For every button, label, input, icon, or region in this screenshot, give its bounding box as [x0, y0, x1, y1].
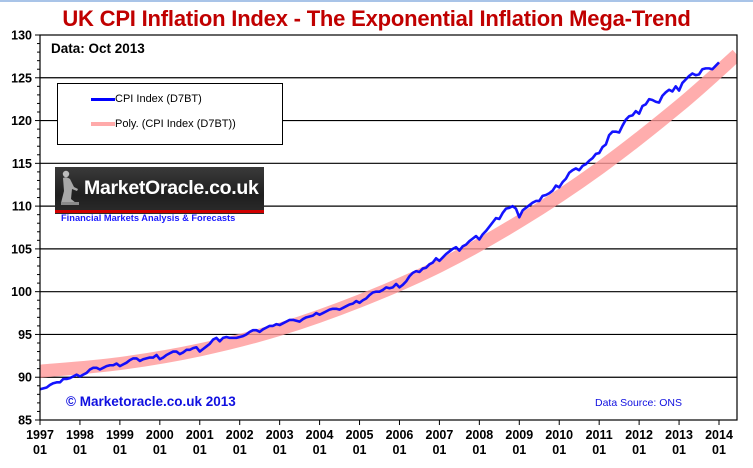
x-tick-label-year: 2000	[146, 428, 174, 442]
top-border	[0, 0, 753, 2]
legend-item-poly: Poly. (CPI Index (D7BT))	[58, 117, 236, 131]
y-tick-label: 110	[12, 200, 32, 214]
x-tick-label-year: 2003	[266, 428, 294, 442]
chart-title: UK CPI Inflation Index - The Exponential…	[62, 6, 691, 31]
copyright-notice: © Marketoracle.co.uk 2013	[66, 394, 236, 409]
x-tick-label-month: 01	[73, 443, 87, 457]
y-tick-label: 85	[18, 414, 32, 428]
y-tick-label: 115	[12, 157, 32, 171]
x-tick-label-month: 01	[393, 443, 407, 457]
x-tick-label-year: 2005	[346, 428, 374, 442]
x-tick-label-month: 01	[592, 443, 606, 457]
x-tick-label-year: 2010	[545, 428, 573, 442]
marketoracle-logo	[55, 167, 264, 214]
x-tick-label-year: 2002	[226, 428, 254, 442]
y-tick-label: 105	[11, 242, 32, 256]
x-tick-label-month: 01	[33, 443, 47, 457]
logo-text: MarketOracle.co.uk	[84, 177, 259, 199]
x-tick-label-year: 1999	[106, 428, 134, 442]
x-tick-label-month: 01	[313, 443, 327, 457]
y-tick-label: 100	[11, 285, 32, 299]
x-tick-label-year: 2009	[505, 428, 533, 442]
x-tick-label-year: 2006	[386, 428, 414, 442]
x-tick-label-month: 01	[712, 443, 726, 457]
x-tick-label-month: 01	[353, 443, 367, 457]
chart-subtitle: Data: Oct 2013	[51, 41, 145, 56]
y-tick-label: 120	[11, 114, 32, 128]
x-tick-label-month: 01	[193, 443, 207, 457]
x-axis: 1997011998011999012000012001012002012003…	[26, 420, 733, 457]
x-tick-label-year: 1998	[66, 428, 94, 442]
data-source: Data Source: ONS	[595, 397, 682, 409]
y-tick-label: 90	[18, 371, 32, 385]
x-tick-label-month: 01	[632, 443, 646, 457]
x-tick-label-month: 01	[432, 443, 446, 457]
x-tick-label-month: 01	[153, 443, 167, 457]
legend-item-cpi: CPI Index (D7BT)	[58, 92, 202, 106]
x-tick-label-year: 2008	[465, 428, 493, 442]
legend-label-cpi: CPI Index (D7BT)	[115, 93, 202, 105]
x-tick-label-year: 2004	[306, 428, 334, 442]
x-tick-label-year: 2012	[625, 428, 653, 442]
x-tick-label-year: 2014	[705, 428, 733, 442]
legend-swatch-cpi	[91, 97, 115, 101]
x-tick-label-year: 2007	[426, 428, 454, 442]
x-tick-label-year: 2013	[665, 428, 693, 442]
x-tick-label-month: 01	[273, 443, 287, 457]
x-tick-label-year: 1997	[26, 428, 54, 442]
plot-frame	[39, 34, 738, 421]
legend-swatch-poly	[91, 122, 115, 126]
y-axis: 85 90 95 100 105 110 115 120 125 130	[11, 29, 40, 428]
x-tick-label-month: 01	[512, 443, 526, 457]
y-tick-label: 125	[11, 71, 32, 85]
legend-label-poly: Poly. (CPI Index (D7BT))	[115, 118, 236, 130]
y-tick-label: 130	[11, 29, 32, 43]
y-tick-label: 95	[18, 328, 32, 342]
x-tick-label-month: 01	[233, 443, 247, 457]
legend: CPI Index (D7BT) Poly. (CPI Index (D7BT)…	[57, 83, 283, 145]
x-tick-label-year: 2011	[586, 428, 613, 442]
gridlines	[40, 77, 737, 378]
statue-icon	[61, 170, 79, 205]
x-tick-label-month: 01	[672, 443, 686, 457]
x-tick-label-month: 01	[552, 443, 566, 457]
logo-tagline: Financial Markets Analysis & Forecasts	[61, 213, 236, 223]
x-tick-label-month: 01	[113, 443, 127, 457]
cpi-series	[39, 61, 720, 391]
x-tick-label-month: 01	[472, 443, 486, 457]
x-tick-label-year: 2001	[186, 428, 214, 442]
logo-red-bar	[55, 210, 264, 213]
